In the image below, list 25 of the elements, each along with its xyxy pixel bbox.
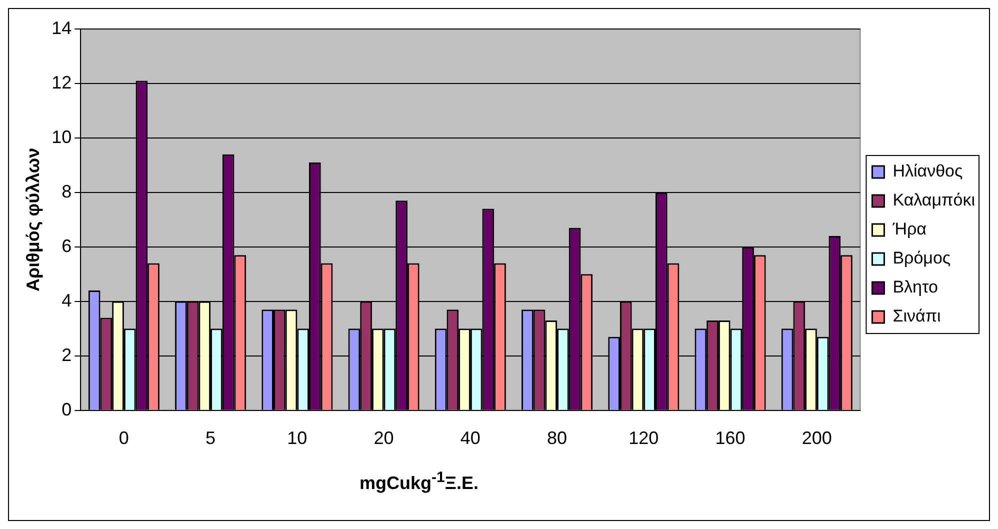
y-tick-label: 10	[52, 126, 72, 147]
legend-label: Σινάπι	[892, 306, 942, 326]
y-tick-label: 6	[62, 236, 72, 256]
legend-label: Βρόμος	[892, 248, 951, 268]
y-tick-label: 8	[62, 181, 72, 202]
x-tick-label: 160	[715, 428, 746, 448]
x-tick-label: 120	[628, 428, 659, 448]
x-axis-title: mgCukg$^{-1}$Ξ.Ε.	[358, 469, 480, 494]
x-tick-label: 10	[287, 428, 308, 448]
legend-label: Ήρα	[892, 220, 927, 239]
y-tick-label: 2	[62, 344, 72, 365]
y-tick-label: 0	[62, 399, 72, 420]
x-tick-label: 200	[802, 428, 832, 448]
x-tick-label: 40	[460, 428, 480, 448]
y-tick-label: 14	[52, 18, 72, 38]
y-tick-label: 12	[52, 72, 72, 92]
x-tick-label: 5	[206, 428, 216, 448]
y-tick-label: 4	[62, 290, 72, 310]
legend-label: Ηλίανθος	[892, 162, 963, 181]
x-tick-label: 0	[118, 428, 129, 448]
legend-label: Καλαμπόκι	[892, 190, 976, 210]
x-tick-label: 20	[374, 428, 394, 448]
legend-label: Βλητο	[892, 278, 938, 297]
y-axis-title: Αριθμός φύλλων	[22, 148, 43, 292]
x-tick-label: 80	[547, 428, 568, 448]
